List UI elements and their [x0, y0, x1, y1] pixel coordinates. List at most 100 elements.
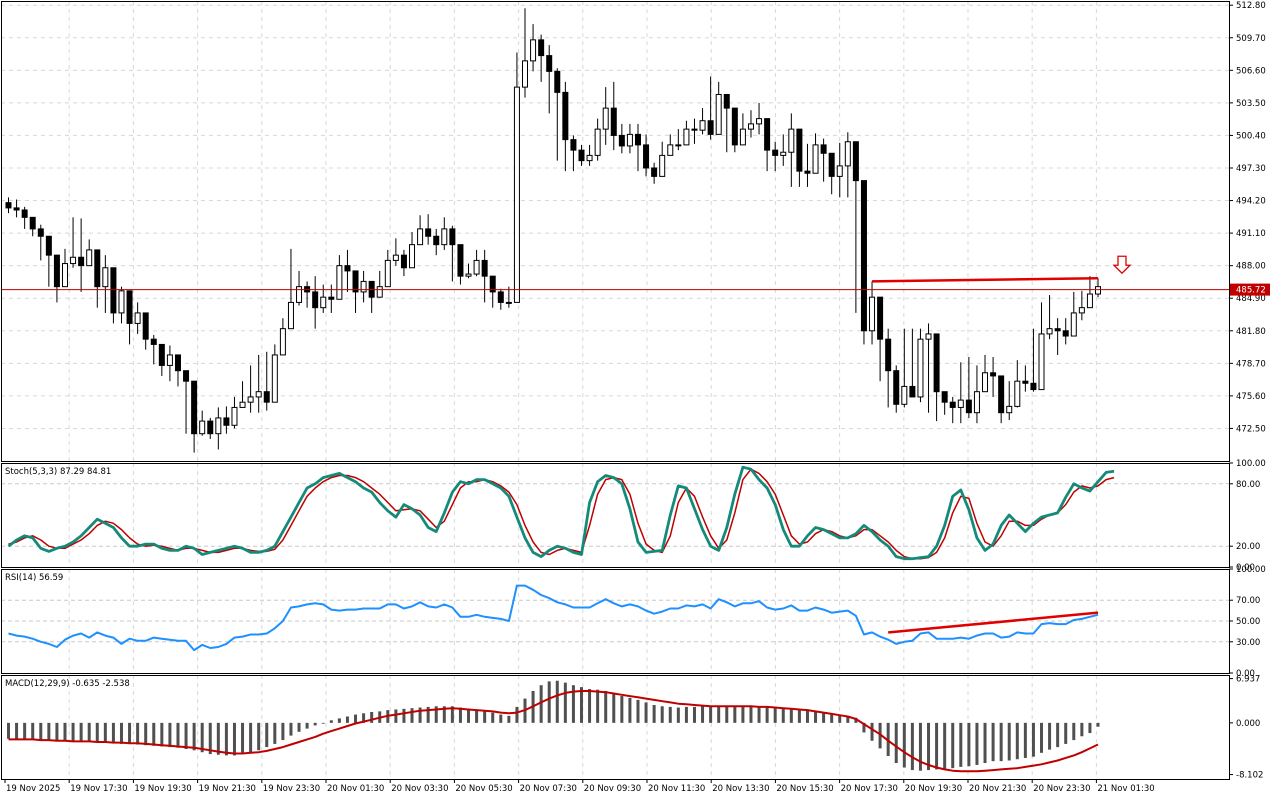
candle-bull[interactable]: [901, 385, 908, 405]
candle-bear[interactable]: [183, 370, 190, 382]
candle-bear[interactable]: [554, 70, 561, 93]
rsi-panel[interactable]: [1, 584, 1229, 652]
macd-histogram-bar[interactable]: [951, 722, 955, 769]
candle-bear[interactable]: [909, 385, 916, 398]
macd-histogram-bar[interactable]: [927, 722, 931, 771]
candle-bear[interactable]: [94, 249, 101, 288]
candle-bear[interactable]: [13, 207, 20, 211]
candle-bull[interactable]: [844, 141, 851, 167]
macd-histogram-bar[interactable]: [741, 706, 745, 723]
candle-bull[interactable]: [287, 301, 294, 330]
candle-bull[interactable]: [1070, 312, 1077, 337]
macd-histogram-bar[interactable]: [305, 722, 309, 729]
candle-bear[interactable]: [578, 149, 585, 162]
candle-bull[interactable]: [747, 123, 754, 130]
macd-histogram-bar[interactable]: [773, 707, 777, 723]
candle-bear[interactable]: [618, 134, 625, 147]
candle-bull[interactable]: [279, 328, 286, 356]
candle-bear[interactable]: [731, 107, 738, 146]
candle-bull[interactable]: [271, 354, 278, 403]
candle-bull[interactable]: [780, 151, 787, 156]
macd-histogram-bar[interactable]: [757, 706, 761, 723]
macd-histogram-bar[interactable]: [547, 681, 551, 723]
candle-bear[interactable]: [352, 270, 359, 293]
candle-bear[interactable]: [78, 256, 85, 267]
candle-bear[interactable]: [691, 128, 698, 131]
candle-bull[interactable]: [118, 290, 125, 314]
candle-bear[interactable]: [5, 202, 12, 209]
macd-histogram-bar[interactable]: [733, 706, 737, 723]
macd-histogram-bar[interactable]: [539, 685, 543, 723]
macd-histogram-bar[interactable]: [967, 722, 971, 767]
candle-bull[interactable]: [255, 391, 262, 398]
macd-histogram-bar[interactable]: [620, 696, 624, 723]
stochastic-panel[interactable]: [1, 465, 1229, 561]
macd-histogram-bar[interactable]: [604, 690, 608, 723]
macd-histogram-bar[interactable]: [128, 722, 132, 744]
candle-bull[interactable]: [215, 417, 222, 435]
candle-bull[interactable]: [1095, 286, 1101, 295]
candle-bull[interactable]: [699, 120, 706, 131]
macd-histogram-bar[interactable]: [289, 722, 293, 736]
candle-bear[interactable]: [150, 338, 157, 345]
candle-bear[interactable]: [449, 228, 456, 246]
candle-bull[interactable]: [409, 244, 416, 269]
macd-histogram-bar[interactable]: [830, 713, 834, 723]
candle-bull[interactable]: [812, 144, 819, 174]
macd-histogram-bar[interactable]: [636, 699, 640, 723]
candle-bear[interactable]: [570, 139, 577, 151]
macd-histogram-bar[interactable]: [838, 715, 842, 723]
macd-histogram-bar[interactable]: [434, 706, 438, 723]
macd-histogram-bar[interactable]: [1015, 722, 1019, 760]
macd-histogram-bar[interactable]: [612, 693, 616, 723]
macd-histogram-bar[interactable]: [79, 722, 83, 742]
macd-histogram-bar[interactable]: [418, 707, 422, 723]
candle-bear[interactable]: [885, 338, 892, 372]
candle-bull[interactable]: [247, 396, 254, 403]
candle-bull[interactable]: [296, 286, 303, 303]
macd-histogram-bar[interactable]: [475, 710, 479, 723]
candle-bear[interactable]: [126, 290, 133, 324]
macd-histogram-bar[interactable]: [894, 722, 898, 764]
candle-bull[interactable]: [376, 286, 383, 298]
candle-bear[interactable]: [538, 39, 545, 57]
macd-histogram-bar[interactable]: [224, 722, 228, 756]
candle-bull[interactable]: [473, 259, 480, 275]
candle-bull[interactable]: [982, 372, 989, 393]
candle-bull[interactable]: [61, 263, 68, 288]
candle-bear[interactable]: [723, 93, 730, 109]
candle-bear[interactable]: [328, 296, 335, 300]
macd-histogram-bar[interactable]: [458, 707, 462, 723]
candle-bear[interactable]: [893, 370, 900, 405]
candle-bull[interactable]: [756, 118, 763, 125]
candle-bear[interactable]: [191, 380, 198, 435]
macd-histogram-bar[interactable]: [805, 710, 809, 723]
candle-bull[interactable]: [1046, 328, 1053, 335]
macd-histogram-bar[interactable]: [281, 722, 285, 741]
candle-bull[interactable]: [70, 256, 77, 265]
macd-histogram-bar[interactable]: [232, 722, 236, 756]
macd-histogram-bar[interactable]: [943, 722, 947, 769]
candle-bear[interactable]: [796, 128, 803, 172]
candle-bear[interactable]: [263, 391, 270, 403]
candle-bear[interactable]: [852, 141, 859, 182]
macd-histogram-bar[interactable]: [257, 722, 261, 751]
candle-bear[interactable]: [965, 399, 972, 414]
macd-histogram-bar[interactable]: [136, 722, 140, 745]
macd-histogram-bar[interactable]: [297, 722, 301, 732]
candle-bull[interactable]: [586, 154, 593, 162]
candle-bear[interactable]: [344, 265, 351, 272]
candle-bull[interactable]: [788, 128, 795, 153]
macd-histogram-bar[interactable]: [176, 722, 180, 748]
macd-histogram-bar[interactable]: [668, 706, 672, 723]
macd-histogram-bar[interactable]: [7, 722, 10, 739]
macd-histogram-bar[interactable]: [1007, 722, 1011, 761]
macd-histogram-bar[interactable]: [103, 722, 107, 743]
macd-histogram-bar[interactable]: [1080, 722, 1084, 737]
macd-histogram-bar[interactable]: [241, 722, 245, 755]
candle-bear[interactable]: [820, 144, 827, 154]
macd-histogram-bar[interactable]: [265, 722, 269, 748]
candle-bear[interactable]: [489, 275, 496, 293]
candle-bull[interactable]: [199, 420, 206, 435]
candle-bull[interactable]: [667, 144, 674, 156]
